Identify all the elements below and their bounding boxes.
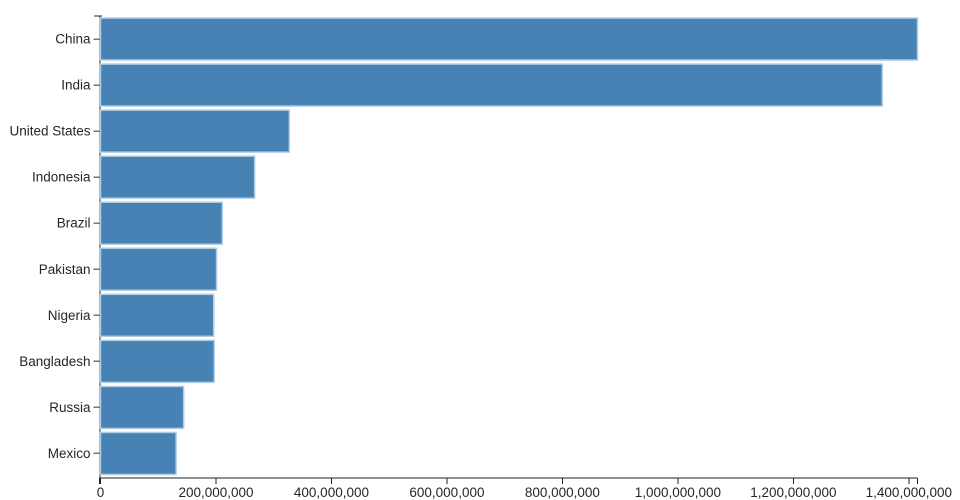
bar-indonesia [99,155,256,199]
x-tick-label-6: 1,200,000,000 [750,485,836,500]
bar-bangladesh [99,339,215,384]
x-tick-label-5: 1,000,000,000 [635,485,721,500]
bar-russia [99,385,185,430]
x-tick-label-2: 400,000,000 [294,485,369,500]
y-tick-label-india: India [61,78,91,93]
bar-united-states [99,109,291,153]
y-tick-label-pakistan: Pakistan [39,262,91,277]
x-tick-label-4: 800,000,000 [525,485,600,500]
bar-india [99,63,884,107]
x-tick-label-0: 0 [97,485,105,500]
y-tick-label-brazil: Brazil [57,216,91,231]
bar-pakistan [99,247,218,292]
y-tick-label-bangladesh: Bangladesh [19,354,90,369]
x-tick-label-7: 1,400,000,000 [866,485,952,500]
y-tick-label-russia: Russia [49,400,91,415]
x-tick-label-1: 200,000,000 [178,485,253,500]
y-tick-label-china: China [55,32,91,47]
y-tick-label-nigeria: Nigeria [48,308,91,323]
y-tick-label-indonesia: Indonesia [32,170,91,185]
bar-china [99,17,919,61]
bar-nigeria [99,293,215,338]
bar-brazil [99,201,224,245]
bar-mexico [99,431,177,476]
y-tick-label-united-states: United States [9,124,90,139]
y-tick-label-mexico: Mexico [48,446,91,461]
x-tick-label-3: 600,000,000 [409,485,484,500]
